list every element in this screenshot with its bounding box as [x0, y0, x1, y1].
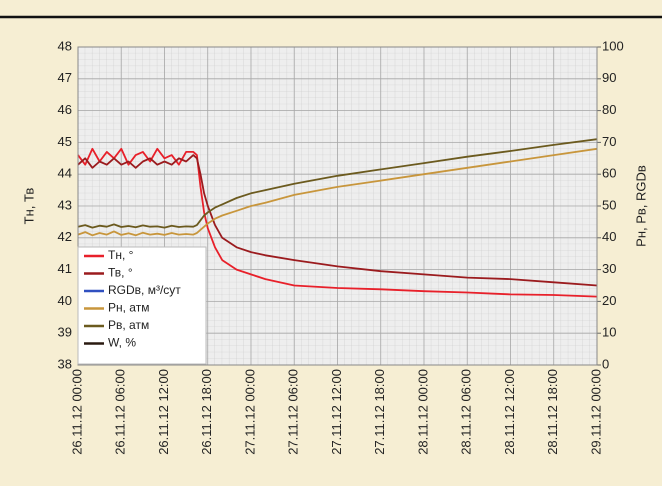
y2-tick-label: 30 [602, 261, 616, 276]
y-tick-label: 38 [58, 356, 72, 371]
header-strip [0, 0, 662, 17]
series-line [77, 154, 598, 287]
y-tick-label: 46 [58, 102, 72, 117]
x-tick-label: 28.11.12 06:00 [459, 369, 474, 455]
labels: Тн, Тв Рн, Рв, RGDв 38 39 40 41 42 43 44 45 46 47… [21, 38, 648, 454]
y2-tick-label: 60 [602, 166, 616, 181]
y-tick-label: 48 [58, 38, 72, 53]
x-tick-label: 26.11.12 00:00 [69, 369, 84, 455]
legend-label: Тн, ° [108, 248, 134, 262]
y2-tick-label: 80 [602, 102, 616, 117]
x-tick-label: 28.11.12 00:00 [415, 369, 430, 455]
legend-label: W, % [108, 336, 136, 350]
x-tick-label: 29.11.12 00:00 [588, 369, 603, 455]
y2-axis-label: Рн, Рв, RGDв [633, 165, 648, 247]
y2-tick-label: 90 [602, 70, 616, 85]
y2-tick-label: 50 [602, 197, 616, 212]
y2-tick-label: 70 [602, 134, 616, 149]
y-tick-label: 41 [58, 261, 72, 276]
legend-label: Рн, атм [108, 301, 149, 315]
x-tick-label: 26.11.12 12:00 [156, 369, 171, 455]
y-axis-label: Тн, Тв [21, 188, 36, 225]
series-line [77, 138, 598, 229]
y-tick-label: 44 [58, 166, 72, 181]
y2-tick-label: 40 [602, 229, 616, 244]
x-tick-label: 28.11.12 12:00 [502, 369, 517, 455]
y2-tick-label: 100 [602, 38, 624, 53]
y-tick-label: 47 [58, 70, 72, 85]
y-tick-label: 40 [58, 293, 72, 308]
y-tick-label: 39 [58, 325, 72, 340]
y2-tick-label: 0 [602, 356, 609, 371]
plot-border [77, 46, 598, 366]
y2-tick-label: 10 [602, 325, 616, 340]
legend-label: RGDв, м³/сут [108, 283, 181, 297]
legend-label: Рв, атм [108, 318, 149, 332]
series-line [77, 147, 598, 298]
x-tick-label: 27.11.12 12:00 [329, 369, 344, 455]
x-tick-label: 27.11.12 06:00 [286, 369, 301, 455]
series-line [77, 147, 598, 237]
x-tick-label: 27.11.12 00:00 [242, 369, 257, 455]
y-tick-label: 42 [58, 229, 72, 244]
y-tick-label: 43 [58, 197, 72, 212]
x-tick-label: 26.11.12 06:00 [113, 369, 128, 455]
legend: Тн, ° Тв, ° RGDв, м³/сут Рн, атм Рв, атм W, % [77, 246, 207, 365]
legend-label: Тв, ° [108, 266, 133, 280]
x-tick-label: 28.11.12 18:00 [545, 369, 560, 455]
x-tick-label: 26.11.12 18:00 [199, 369, 214, 455]
y-tick-label: 45 [58, 134, 72, 149]
lines [77, 138, 598, 298]
y2-tick-label: 20 [602, 293, 616, 308]
x-tick-label: 27.11.12 18:00 [372, 369, 387, 455]
